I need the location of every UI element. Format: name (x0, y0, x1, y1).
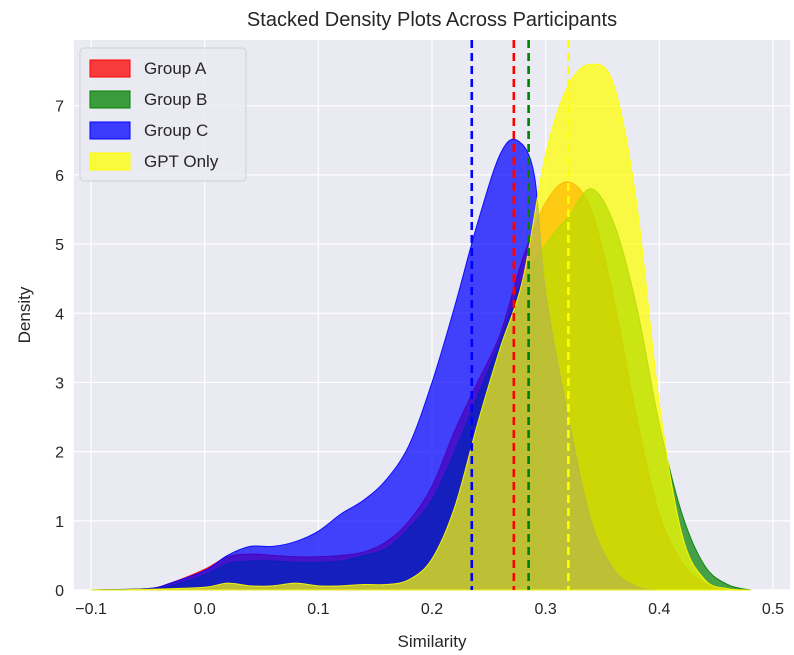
chart-title: Stacked Density Plots Across Participant… (247, 9, 617, 31)
x-tick-label: −0.1 (75, 601, 107, 618)
legend: Group A Group B Group C GPT Only (79, 47, 247, 182)
legend-label-gpt-only: GPT Only (144, 152, 219, 171)
legend-swatch-group-c (89, 121, 131, 140)
y-tick-label: 2 (55, 445, 64, 462)
legend-swatch-gpt-only (89, 152, 131, 171)
x-tick-label: 0.1 (307, 601, 329, 618)
y-tick-label: 5 (55, 237, 64, 254)
x-tick-label: 0.3 (535, 601, 557, 618)
x-axis-label: Similarity (398, 632, 467, 651)
y-tick-label: 0 (55, 583, 64, 600)
x-tick-label: 0.2 (421, 601, 443, 618)
mean-lines (470, 40, 570, 590)
x-tick-label: 0.5 (762, 601, 784, 618)
y-axis-label: Density (15, 286, 34, 343)
legend-box (79, 47, 247, 182)
legend-swatch-group-a (89, 59, 131, 78)
y-tick-label: 4 (55, 306, 64, 323)
x-tick-label: 0.0 (194, 601, 216, 618)
y-tick-label: 7 (55, 99, 64, 116)
legend-label-group-a: Group A (144, 59, 207, 78)
y-tick-label: 1 (55, 514, 64, 531)
density-area-gpt-only (91, 63, 751, 591)
legend-label-group-b: Group B (144, 90, 207, 109)
x-tick-labels: −0.1 0.0 0.1 0.2 0.3 0.4 0.5 (75, 601, 784, 618)
x-tick-label: 0.4 (648, 601, 670, 618)
y-tick-labels: 0 1 2 3 4 5 6 7 (55, 99, 64, 600)
legend-label-group-c: Group C (144, 121, 208, 140)
y-tick-label: 6 (55, 168, 64, 185)
y-tick-label: 3 (55, 375, 64, 392)
legend-swatch-group-b (89, 90, 131, 109)
